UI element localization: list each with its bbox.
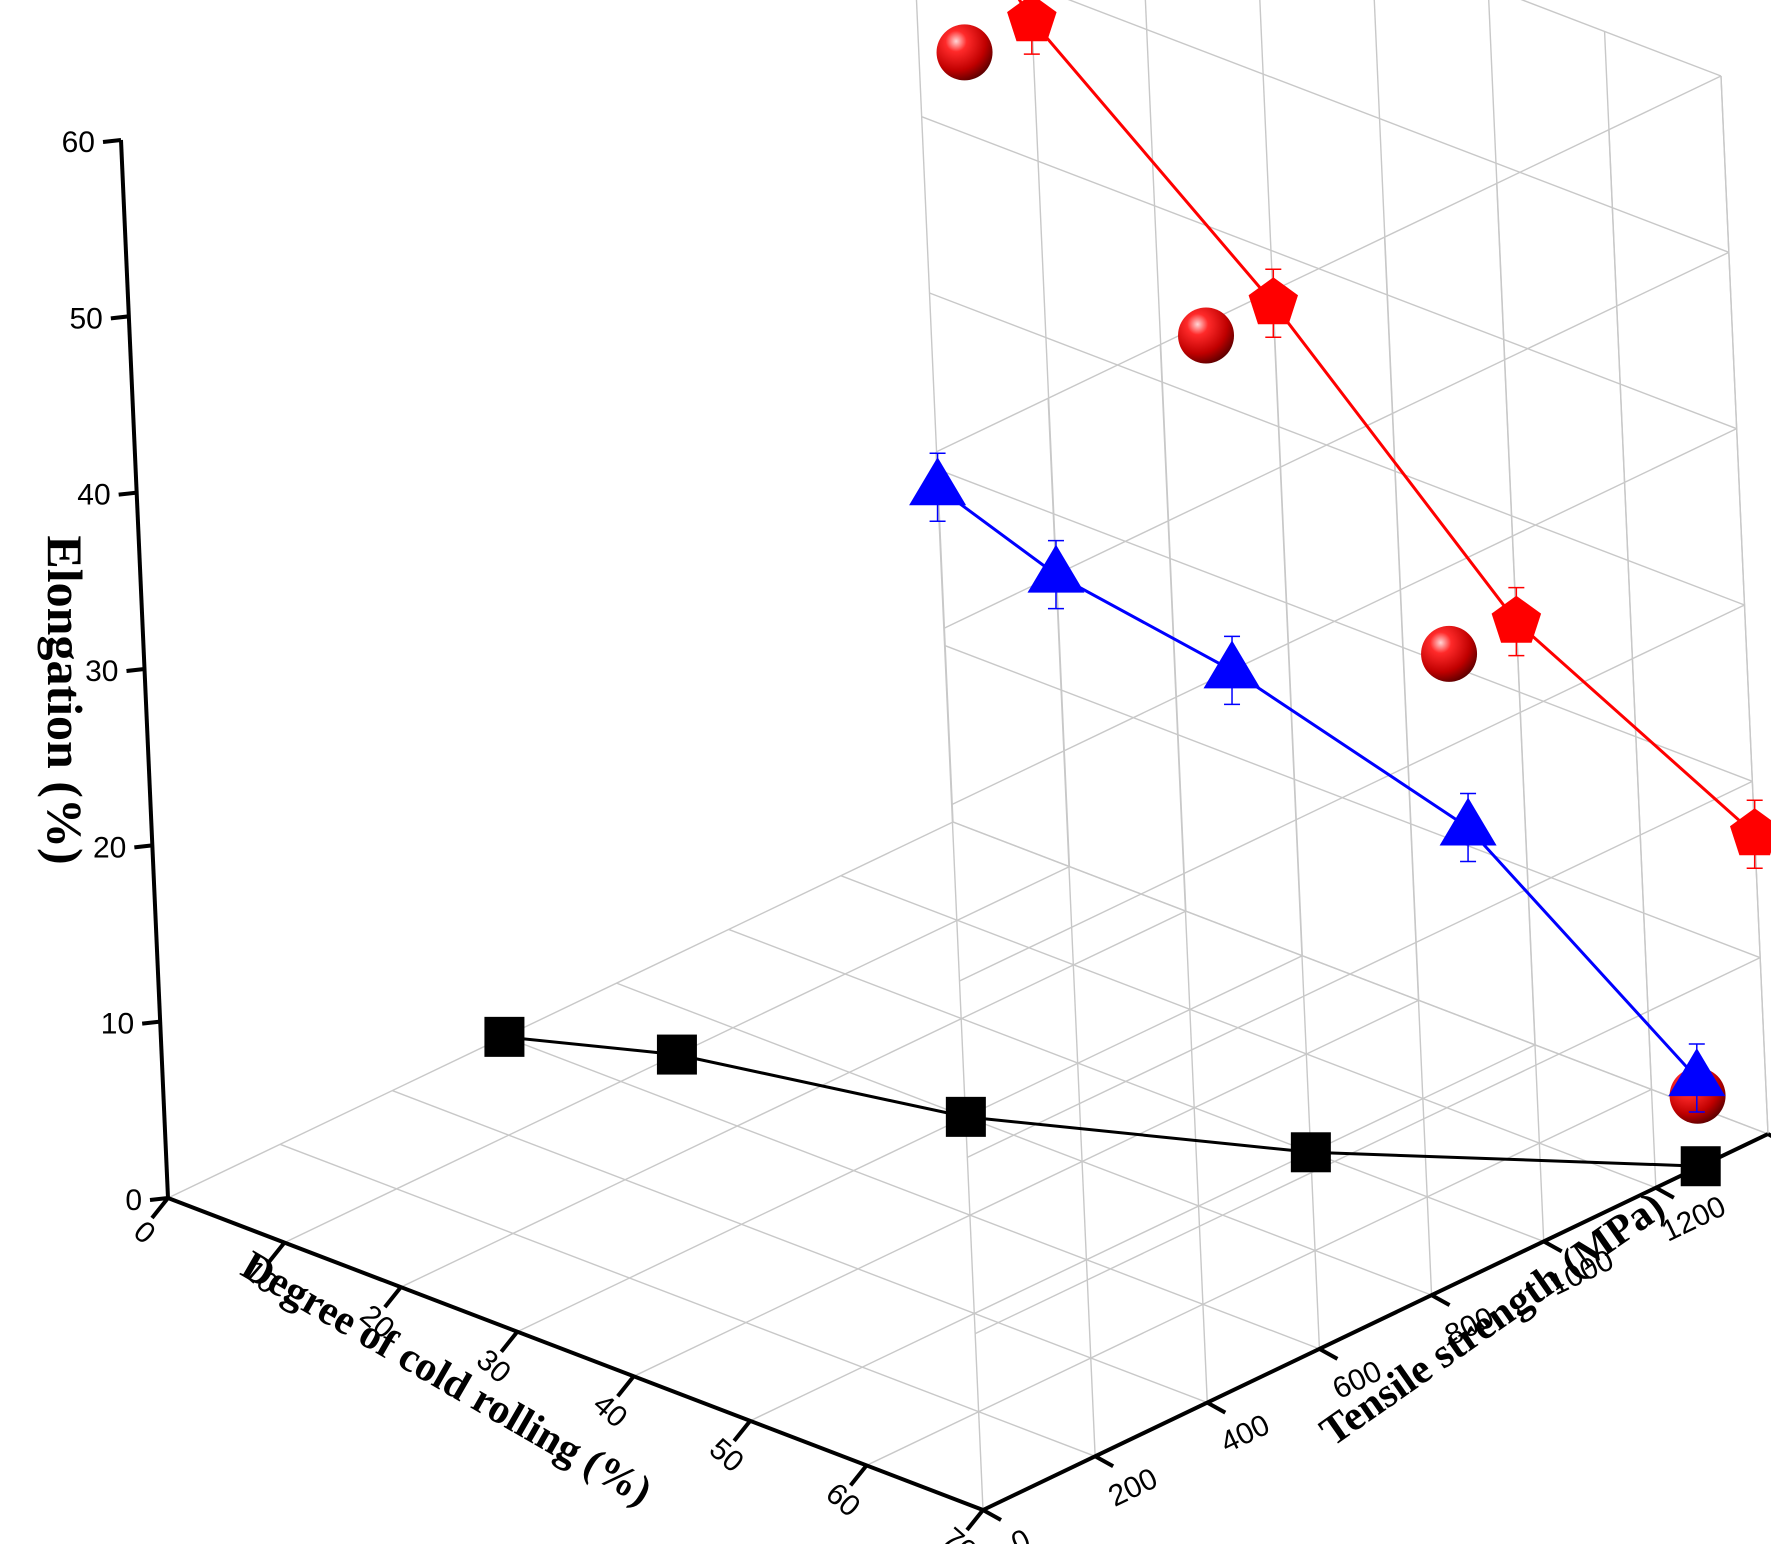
gridline bbox=[929, 292, 1745, 606]
gridline bbox=[616, 982, 1432, 1296]
gridline bbox=[1067, 0, 1730, 253]
z-axis-title: Elongation (%) bbox=[37, 535, 93, 864]
gridline bbox=[952, 821, 1769, 1135]
x-tick-label: 60 bbox=[819, 1477, 866, 1524]
x-tick bbox=[383, 1285, 403, 1309]
gridline bbox=[504, 1036, 1320, 1350]
y-tick-label: 400 bbox=[1215, 1408, 1274, 1459]
square-point bbox=[656, 1034, 697, 1075]
gridline bbox=[392, 1089, 1208, 1404]
z-tick-label: 40 bbox=[77, 479, 110, 512]
y-tick bbox=[1430, 1293, 1451, 1307]
gridline bbox=[840, 875, 1657, 1189]
x-axis-line bbox=[167, 1196, 984, 1512]
z-tick bbox=[141, 1019, 161, 1026]
pentagon-point bbox=[1007, 0, 1057, 42]
gridline bbox=[866, 1088, 1652, 1467]
x-tick bbox=[499, 1330, 519, 1353]
gridline bbox=[1030, 0, 1071, 867]
y-tick-label: 200 bbox=[1103, 1462, 1162, 1513]
gridline bbox=[516, 955, 1303, 1333]
gridline bbox=[944, 645, 1761, 959]
z-tick-label: 20 bbox=[93, 831, 126, 864]
square-point bbox=[1290, 1132, 1331, 1173]
gridline bbox=[279, 1143, 1096, 1457]
gridline bbox=[937, 468, 1753, 782]
y-axis-title: Tensile strength (MPa) bbox=[1312, 1183, 1673, 1455]
x-tick-label: 70 bbox=[936, 1521, 983, 1544]
x-tick bbox=[616, 1375, 636, 1398]
gridline bbox=[167, 821, 954, 1199]
gridline bbox=[974, 957, 1761, 1335]
z-tick bbox=[110, 314, 130, 321]
z-tick-label: 50 bbox=[69, 302, 102, 335]
x-tick bbox=[965, 1508, 985, 1532]
triangle-point bbox=[1439, 797, 1497, 846]
square-point bbox=[1680, 1146, 1721, 1187]
y-tick bbox=[1094, 1454, 1115, 1469]
gridline bbox=[921, 116, 1737, 430]
x-tick bbox=[266, 1241, 286, 1264]
sphere-point bbox=[936, 24, 993, 81]
pentagon-point bbox=[1730, 808, 1771, 856]
gridline bbox=[749, 1044, 1536, 1422]
sphere-point bbox=[1178, 307, 1235, 364]
z-tick bbox=[118, 490, 137, 497]
triangle-point bbox=[1027, 544, 1085, 593]
x-tick-label: 0 bbox=[127, 1215, 161, 1251]
square-point bbox=[484, 1016, 525, 1057]
z-tick bbox=[134, 843, 153, 850]
gridline bbox=[400, 910, 1187, 1288]
x-axis-title: Degree of cold rolling (%) bbox=[234, 1243, 660, 1515]
triangle-point bbox=[1668, 1048, 1726, 1097]
y-tick-label: 0 bbox=[1006, 1523, 1035, 1544]
z-tick-label: 30 bbox=[85, 655, 118, 688]
sphere-point bbox=[1421, 625, 1478, 682]
gridline bbox=[935, 75, 1722, 453]
y-tick bbox=[1206, 1400, 1227, 1415]
gridline bbox=[915, 0, 954, 823]
series-square bbox=[484, 1016, 1721, 1187]
gridline bbox=[728, 928, 1544, 1243]
series-pentagon bbox=[1007, 0, 1771, 869]
x-tick-label: 40 bbox=[587, 1388, 634, 1435]
triangle-point bbox=[909, 457, 967, 506]
y-tick bbox=[1542, 1239, 1563, 1254]
x-tick-label: 50 bbox=[703, 1432, 750, 1479]
x-tick bbox=[150, 1196, 170, 1220]
gridline bbox=[943, 251, 1730, 629]
gridline bbox=[633, 999, 1420, 1377]
y-tick bbox=[982, 1508, 1002, 1522]
z-tick bbox=[102, 138, 122, 144]
gridline bbox=[951, 428, 1737, 806]
y-axis-line bbox=[982, 1132, 1769, 1512]
gridline bbox=[1520, 0, 1722, 77]
gridline bbox=[959, 604, 1745, 982]
z-tick bbox=[149, 1196, 169, 1202]
x-tick bbox=[849, 1464, 869, 1487]
y-tick bbox=[1654, 1185, 1675, 1200]
y-tick bbox=[1318, 1347, 1339, 1361]
pentagon-point bbox=[1491, 595, 1542, 643]
series-line bbox=[1017, 0, 1756, 836]
pentagon-point bbox=[1248, 277, 1298, 325]
series-triangle bbox=[909, 452, 1726, 1113]
series-sphere bbox=[936, 24, 1726, 1124]
triangle-point bbox=[1203, 640, 1261, 689]
z-tick-label: 10 bbox=[101, 1008, 134, 1041]
z-tick-label: 60 bbox=[62, 126, 95, 159]
gridline bbox=[967, 780, 1753, 1158]
z-tick-label: 0 bbox=[125, 1184, 142, 1217]
square-point bbox=[945, 1096, 986, 1137]
y-tick-label: 1400 bbox=[1769, 1136, 1771, 1195]
z-tick bbox=[126, 667, 145, 673]
x-tick bbox=[732, 1419, 752, 1443]
